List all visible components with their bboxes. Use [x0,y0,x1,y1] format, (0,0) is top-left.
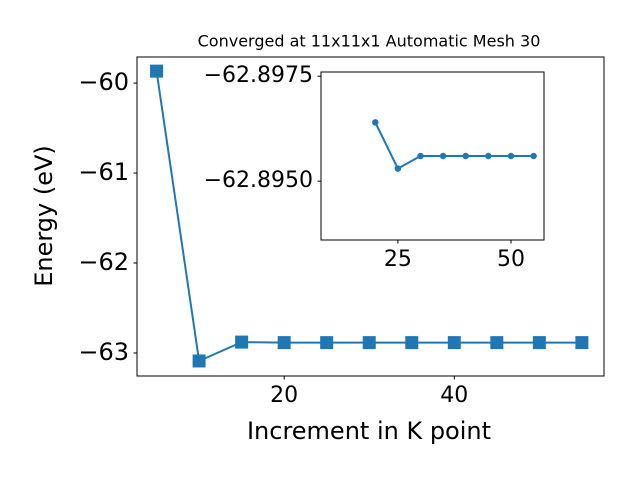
marker [405,336,419,350]
marker [235,335,249,349]
marker [485,152,492,160]
x-tick-label: 20 [270,383,298,408]
marker [447,336,461,350]
chart-title: Converged at 11x11x1 Automatic Mesh 30 [198,32,541,51]
x-axis-label: Increment in K point [247,417,491,445]
marker [277,336,291,350]
marker [320,336,334,350]
x-tick-label: 40 [440,383,468,408]
y-tick-label: −63 [78,338,129,366]
marker [362,336,376,350]
y-axis-label: Energy (eV) [30,145,58,287]
plot-content [150,64,589,368]
marker [192,354,206,368]
axes: 25 50 −62.8950 −62.8975 [204,63,545,272]
x-tick-label: 25 [384,247,412,272]
marker [490,336,504,350]
y-tick-label: −62 [78,248,129,276]
y-tick-label: −62.8975 [204,63,313,88]
line [374,121,534,170]
marker [532,336,546,350]
marker [372,119,379,126]
marker [150,64,164,78]
marker [507,152,515,160]
marker [439,152,447,160]
x-tick-label: 50 [497,247,525,272]
marker [417,152,424,160]
marker [530,152,537,160]
marker [575,336,589,350]
y-tick-label: −60 [78,68,129,96]
plot-content [372,119,537,172]
marker [462,152,469,160]
y-tick-label: −62.8950 [204,168,313,193]
y-tick-label: −61 [78,158,129,186]
marker [394,165,402,172]
